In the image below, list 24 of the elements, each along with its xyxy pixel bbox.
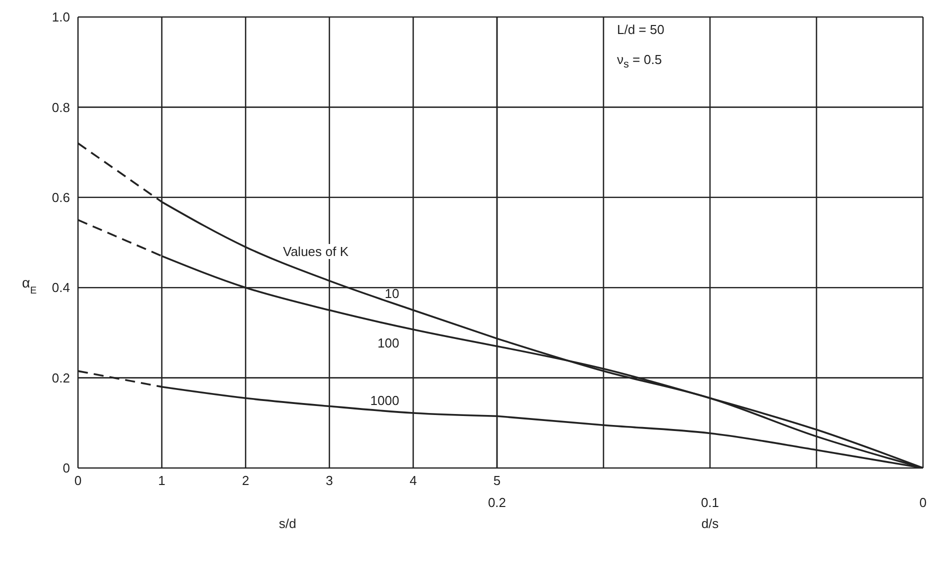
x-tick-label: 1 <box>158 473 166 488</box>
series-label: 10 <box>384 286 400 302</box>
annotation: L/d = 50 <box>617 22 664 37</box>
annotation: Values of K <box>283 244 349 259</box>
x-tick-label: 2 <box>242 473 250 488</box>
x-axis-title: d/s <box>701 516 720 531</box>
x-tick-label: 0 <box>919 495 927 510</box>
x-axis-title: s/d <box>278 516 296 531</box>
y-tick-label: 0 <box>62 460 70 476</box>
annotation: ν$_{s}$ = 0.5 <box>617 52 662 71</box>
y-tick-label: 0.6 <box>52 190 70 206</box>
y-tick-label: 0.2 <box>52 370 70 386</box>
series-label: 100 <box>377 336 400 351</box>
x-tick-label: 0.2 <box>488 495 506 510</box>
x-tick-label: 3 <box>326 473 334 488</box>
y-tick-label: 0.8 <box>52 100 70 115</box>
y-tick-label: 1.0 <box>52 10 70 25</box>
y-axis-title: α$_{E}$ <box>22 274 38 296</box>
y-tick-label: 0.4 <box>52 280 70 296</box>
x-tick-label: 0.1 <box>700 495 720 510</box>
x-tick-label: 5 <box>493 473 501 488</box>
x-tick-label: 4 <box>410 473 417 488</box>
x-tick-label: 0 <box>74 473 82 488</box>
series-label: 1000 <box>370 392 400 408</box>
